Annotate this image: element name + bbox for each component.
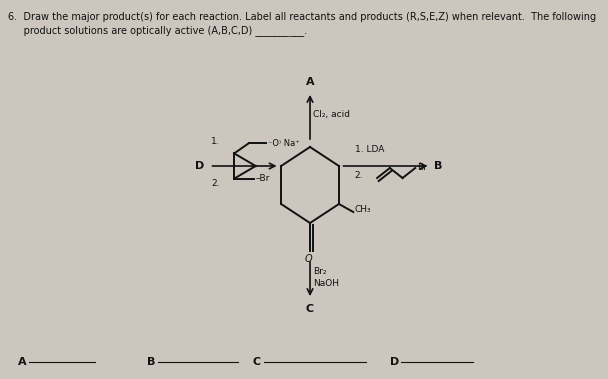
Text: –Br: –Br (256, 174, 270, 183)
Text: product solutions are optically active (A,B,C,D) __________.: product solutions are optically active (… (8, 25, 307, 36)
Text: B: B (147, 357, 156, 367)
Text: 1.: 1. (211, 137, 220, 146)
Text: D: D (195, 161, 204, 171)
Text: Br: Br (417, 163, 427, 172)
Text: Cl₂, acid: Cl₂, acid (313, 111, 350, 119)
Text: A: A (18, 357, 26, 367)
Text: 1. LDA: 1. LDA (355, 146, 384, 155)
Text: NaOH: NaOH (313, 279, 339, 288)
Text: O: O (305, 254, 313, 264)
Text: D: D (390, 357, 399, 367)
Text: 2.: 2. (355, 172, 364, 180)
Text: B: B (434, 161, 442, 171)
Text: CH₃: CH₃ (355, 205, 371, 215)
Text: C: C (306, 304, 314, 314)
Text: A: A (306, 77, 314, 87)
Text: Br₂: Br₂ (313, 266, 326, 276)
Text: 2.: 2. (212, 179, 220, 188)
Text: 6.  Draw the major product(s) for each reaction. Label all reactants and product: 6. Draw the major product(s) for each re… (8, 12, 596, 22)
Text: C: C (253, 357, 261, 367)
Text: ⁻O⁾ Na⁺: ⁻O⁾ Na⁺ (268, 139, 299, 148)
